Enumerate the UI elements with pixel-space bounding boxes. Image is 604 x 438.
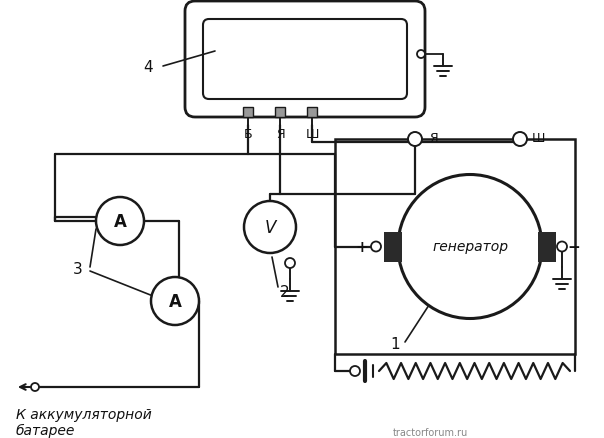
Bar — [538, 232, 556, 262]
Circle shape — [31, 383, 39, 391]
Circle shape — [408, 133, 422, 147]
FancyBboxPatch shape — [203, 20, 407, 100]
Text: 3: 3 — [73, 262, 83, 277]
Circle shape — [513, 133, 527, 147]
Circle shape — [371, 242, 381, 252]
Bar — [307, 108, 317, 118]
Text: 4: 4 — [143, 60, 153, 75]
Text: Ш: Ш — [532, 132, 545, 145]
Circle shape — [417, 51, 425, 59]
Bar — [275, 108, 285, 118]
Text: Я: Я — [429, 132, 437, 145]
Bar — [384, 232, 402, 262]
Text: 2: 2 — [280, 285, 290, 300]
Circle shape — [244, 201, 296, 254]
Text: Б: Б — [243, 128, 252, 141]
Circle shape — [350, 366, 360, 376]
Text: tractorforum.ru: tractorforum.ru — [393, 427, 467, 437]
Text: V: V — [265, 219, 275, 237]
Text: Я: Я — [275, 128, 284, 141]
Circle shape — [96, 198, 144, 245]
Text: A: A — [169, 292, 181, 310]
Text: A: A — [114, 212, 126, 230]
Text: К аккумуляторной
батарее: К аккумуляторной батарее — [16, 407, 152, 437]
Text: Ш: Ш — [305, 128, 319, 141]
Circle shape — [557, 242, 567, 252]
Text: +: + — [356, 240, 368, 254]
Circle shape — [151, 277, 199, 325]
Circle shape — [285, 258, 295, 268]
Text: 1: 1 — [390, 337, 400, 352]
Bar — [335, 140, 575, 354]
Text: генератор: генератор — [432, 240, 508, 254]
FancyBboxPatch shape — [185, 2, 425, 118]
Bar — [243, 108, 253, 118]
Text: −: − — [568, 240, 580, 254]
Circle shape — [398, 175, 542, 319]
